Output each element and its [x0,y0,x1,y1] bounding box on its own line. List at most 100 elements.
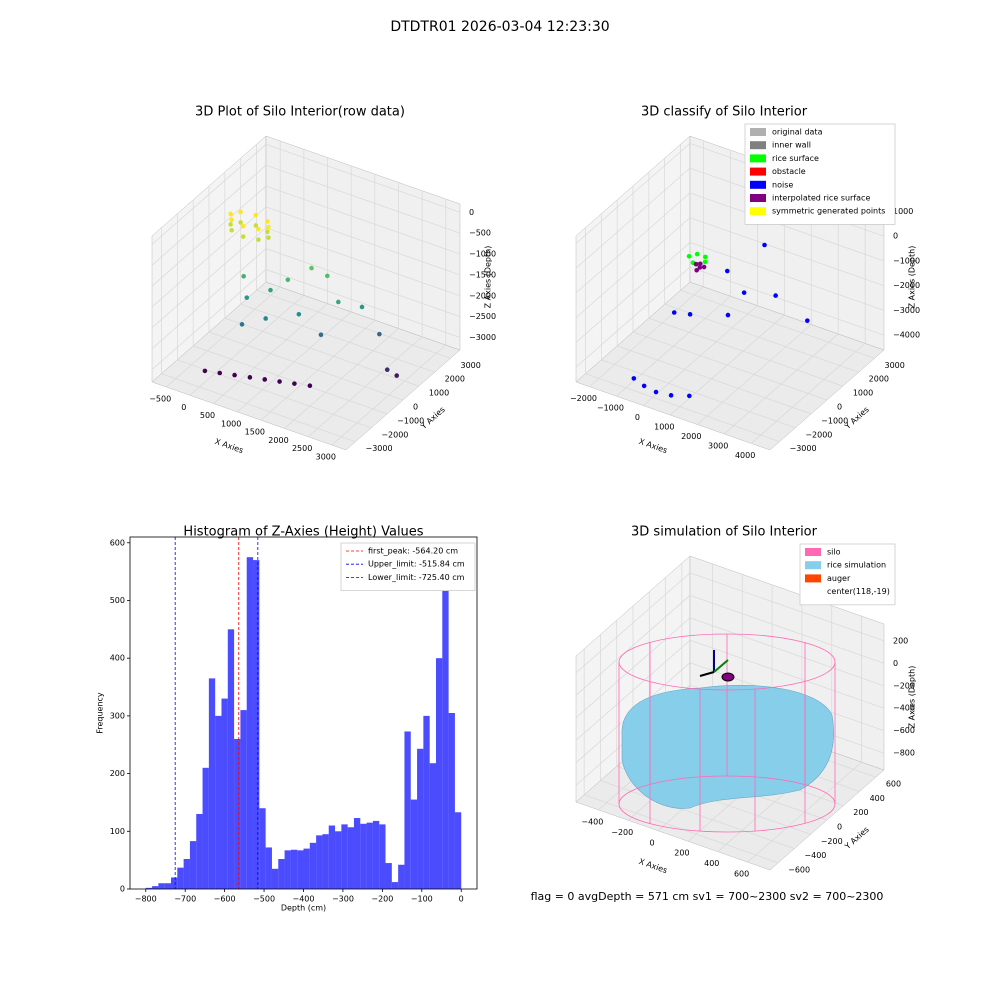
x-tick-label: 600 [734,870,749,879]
bar [398,864,405,889]
figure-title: DTDTR01 2026-03-04 12:23:30 [390,19,609,35]
bar [429,763,436,889]
y-tick-label: 1000 [853,389,873,398]
point [253,223,259,228]
grid-line [177,359,372,429]
point [805,318,810,323]
bar [379,824,386,889]
grid-line [575,617,691,719]
x-tick-label: 2000 [681,432,701,441]
grid-line [161,373,356,442]
bar [227,629,235,889]
bar [253,560,260,889]
bar [271,868,279,889]
bar [385,863,392,889]
z-axis-label: Z Axies (Depth) [908,246,917,309]
bar [183,858,190,889]
point [285,277,291,283]
point [296,311,302,317]
x-tick-label: −300 [332,895,354,904]
pane-back [265,135,461,351]
legend-swatch [805,574,821,583]
point [247,375,253,380]
point [265,229,270,235]
grid-line [224,317,419,387]
y-tick-label: −3000 [366,444,393,453]
bar [423,715,430,889]
point [325,273,330,279]
point [256,226,261,232]
x-tick-label: −500 [149,394,171,403]
grid-line [151,206,267,308]
bar [234,738,241,889]
legend-swatch [750,167,766,176]
z-tick-label: 1000 [893,207,913,216]
bar [240,710,247,889]
legend-label: first_peak: -564.20 cm [368,547,458,556]
bar [303,848,310,889]
legend-swatch [750,141,766,150]
legend-swatch [750,194,766,202]
point [701,264,707,270]
grid-line [151,227,267,329]
y-tick-label: 400 [870,794,885,803]
x-tick-label: −400 [581,817,603,826]
bar [171,877,178,889]
legend-swatch [750,154,766,163]
point [741,290,747,295]
grid-line [256,290,451,359]
x-tick-label: −100 [411,895,433,904]
point [256,237,261,242]
y-tick-label: −3000 [790,444,817,453]
bar [164,883,172,889]
z-tick-label: −600 [893,726,915,735]
z-tick-label: −4000 [893,331,920,340]
point [725,268,730,274]
legend-swatch [750,180,766,189]
point [307,383,313,389]
bar [316,835,323,889]
y-tick-label: 0 [413,403,418,412]
legend-swatch [805,548,821,556]
z-tick-label: −800 [893,749,915,758]
x-tick-label: −800 [135,895,157,904]
grid-line [689,594,885,664]
grid-line [575,217,691,318]
bar [297,850,304,889]
z-tick-label: −400 [893,704,915,713]
bar [215,715,222,889]
point [277,379,282,384]
point [240,234,246,239]
point [318,332,324,338]
y-tick-label: 100 [110,827,125,836]
grid-line [575,143,691,244]
bar [158,883,165,889]
x-tick-label: −600 [214,895,236,904]
point [694,251,700,257]
point [263,316,268,321]
x-tick-label: 2000 [268,436,288,445]
legend-label: silo [827,548,841,557]
point [631,376,637,381]
grid-line [585,373,780,442]
bar [454,812,462,889]
z-tick-label: −200 [893,681,915,690]
grid-line [575,639,691,741]
z-tick-label: 0 [469,208,474,217]
point [686,253,692,259]
silo-wireframe [618,633,836,833]
x-tick-label: 0 [181,403,186,412]
bar [347,827,354,889]
auger [721,672,735,682]
grid-line [151,164,267,266]
grid-line [575,242,691,343]
y-tick-label: 0 [120,885,125,894]
y-tick-label: 200 [853,808,868,817]
point [244,295,250,300]
point [238,220,243,225]
chart-title: Histogram of Z-Axies (Height) Values [183,525,423,540]
x-tick-label: 400 [704,859,719,868]
grid-line [575,266,691,368]
simulation-drawing [618,633,836,833]
grid-line [680,290,875,359]
